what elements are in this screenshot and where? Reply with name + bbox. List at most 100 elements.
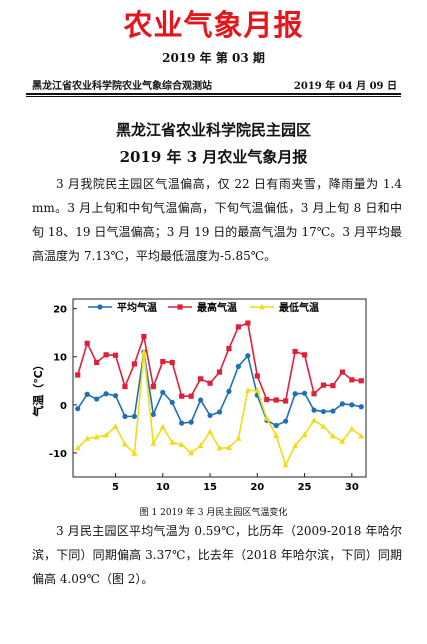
header-rule-thin bbox=[26, 96, 401, 97]
data-point bbox=[264, 396, 270, 403]
data-point bbox=[188, 449, 195, 456]
data-point bbox=[311, 417, 318, 423]
plot-area-border bbox=[72, 298, 367, 478]
x-tick-label: 10 bbox=[156, 482, 170, 493]
data-point bbox=[84, 435, 91, 441]
figure-caption: 图 1 2019 年 3 月民主园区气温变化 bbox=[139, 508, 288, 518]
series-2 bbox=[75, 320, 364, 404]
series-line bbox=[76, 321, 362, 402]
data-point bbox=[282, 461, 289, 468]
paragraph-2: 3 月民主园区平均气温为 0.59℃，比历年（2009-2018 年哈尔滨，下同… bbox=[32, 524, 402, 586]
legend-marker bbox=[97, 304, 103, 310]
legend-marker bbox=[259, 303, 265, 310]
data-point bbox=[339, 401, 345, 407]
data-point bbox=[179, 420, 185, 426]
data-point bbox=[339, 438, 346, 444]
data-point bbox=[245, 320, 251, 326]
header-rule-thick bbox=[26, 93, 401, 95]
data-point bbox=[122, 383, 128, 390]
data-point bbox=[179, 393, 185, 399]
y-tick-label: -10 bbox=[49, 449, 67, 460]
y-tick-label: 0 bbox=[60, 401, 67, 412]
data-point bbox=[349, 402, 355, 408]
article-title-line2: 2019 年 3 月农业气象月报 bbox=[119, 148, 308, 166]
y-tick-label: 20 bbox=[53, 305, 67, 316]
x-tick-label: 30 bbox=[345, 482, 359, 493]
data-point bbox=[188, 419, 194, 425]
data-point bbox=[197, 376, 204, 382]
data-point bbox=[103, 391, 109, 397]
data-point bbox=[273, 432, 280, 439]
data-point bbox=[122, 413, 128, 419]
legend-label: 最高气温 bbox=[197, 301, 237, 314]
data-point bbox=[283, 418, 289, 424]
data-point bbox=[131, 413, 138, 419]
data-point bbox=[216, 444, 223, 451]
data-point bbox=[103, 431, 110, 438]
data-point bbox=[358, 404, 364, 410]
data-point bbox=[207, 412, 213, 419]
data-point bbox=[273, 397, 279, 403]
paragraph-1: 3 月我院民主园区气温偏高，仅 22 日有雨夹雪，降雨量为 1.4 mm。3 月… bbox=[32, 177, 402, 263]
chart-legend: 平均气温 最高气温 最低气温 bbox=[88, 301, 319, 314]
x-tick-label: 5 bbox=[112, 482, 119, 493]
station-name: 黑龙江省农业科学院农业气象综合观测站 bbox=[32, 81, 212, 92]
data-point bbox=[74, 444, 81, 451]
data-point bbox=[121, 441, 128, 447]
data-point bbox=[320, 408, 327, 415]
chart-axes: -10 0 10 20 5 10 15 20 25 30 气温（℃） bbox=[31, 305, 359, 493]
data-point bbox=[348, 425, 355, 432]
data-point bbox=[160, 389, 166, 395]
data-point bbox=[160, 358, 166, 365]
data-point bbox=[150, 440, 157, 446]
data-point bbox=[131, 361, 138, 367]
data-point bbox=[140, 348, 147, 355]
x-tick-label: 25 bbox=[298, 482, 312, 493]
data-point bbox=[292, 442, 299, 449]
data-point bbox=[320, 423, 327, 429]
data-point bbox=[358, 378, 364, 384]
data-point bbox=[207, 428, 214, 435]
data-point bbox=[169, 399, 175, 406]
data-point bbox=[207, 380, 213, 386]
publish-date: 2019 年 04 月 09 日 bbox=[293, 81, 397, 92]
data-point bbox=[93, 433, 100, 440]
data-point bbox=[226, 345, 232, 352]
data-point bbox=[178, 441, 185, 448]
data-point bbox=[349, 377, 355, 383]
masthead-title: 农业气象月报 bbox=[123, 8, 304, 42]
data-point bbox=[169, 359, 175, 366]
chart-frame bbox=[72, 298, 367, 478]
data-point bbox=[75, 406, 81, 412]
data-point bbox=[131, 450, 138, 456]
temperature-line-chart: -10 0 10 20 5 10 15 20 25 30 气温（℃） 平均气温 最高气温 最低气温 bbox=[31, 298, 367, 493]
x-tick-label: 20 bbox=[250, 482, 264, 493]
data-point bbox=[103, 352, 109, 358]
issue-number: 2019 年 第 03 期 bbox=[162, 51, 265, 65]
series-3 bbox=[74, 348, 365, 468]
article-title-line1: 黑龙江省农业科学院民主园区 bbox=[115, 121, 311, 139]
data-point bbox=[301, 390, 308, 396]
data-point bbox=[141, 333, 147, 340]
data-point bbox=[329, 432, 336, 439]
data-point bbox=[94, 396, 100, 402]
data-point bbox=[301, 352, 308, 358]
data-point bbox=[112, 352, 119, 358]
data-point bbox=[311, 391, 317, 397]
data-point bbox=[216, 409, 223, 415]
data-point bbox=[311, 407, 317, 413]
y-tick-label: 10 bbox=[53, 353, 67, 364]
data-point bbox=[244, 387, 251, 393]
data-point bbox=[216, 369, 223, 375]
legend-marker bbox=[177, 304, 183, 310]
data-point bbox=[226, 388, 232, 394]
data-point bbox=[188, 393, 194, 399]
data-point bbox=[94, 359, 100, 366]
data-point bbox=[197, 442, 204, 449]
data-point bbox=[75, 372, 81, 378]
data-point bbox=[292, 391, 298, 397]
legend-label: 平均气温 bbox=[117, 301, 157, 314]
data-point bbox=[150, 383, 156, 390]
data-point bbox=[339, 369, 345, 375]
data-point bbox=[263, 415, 270, 421]
